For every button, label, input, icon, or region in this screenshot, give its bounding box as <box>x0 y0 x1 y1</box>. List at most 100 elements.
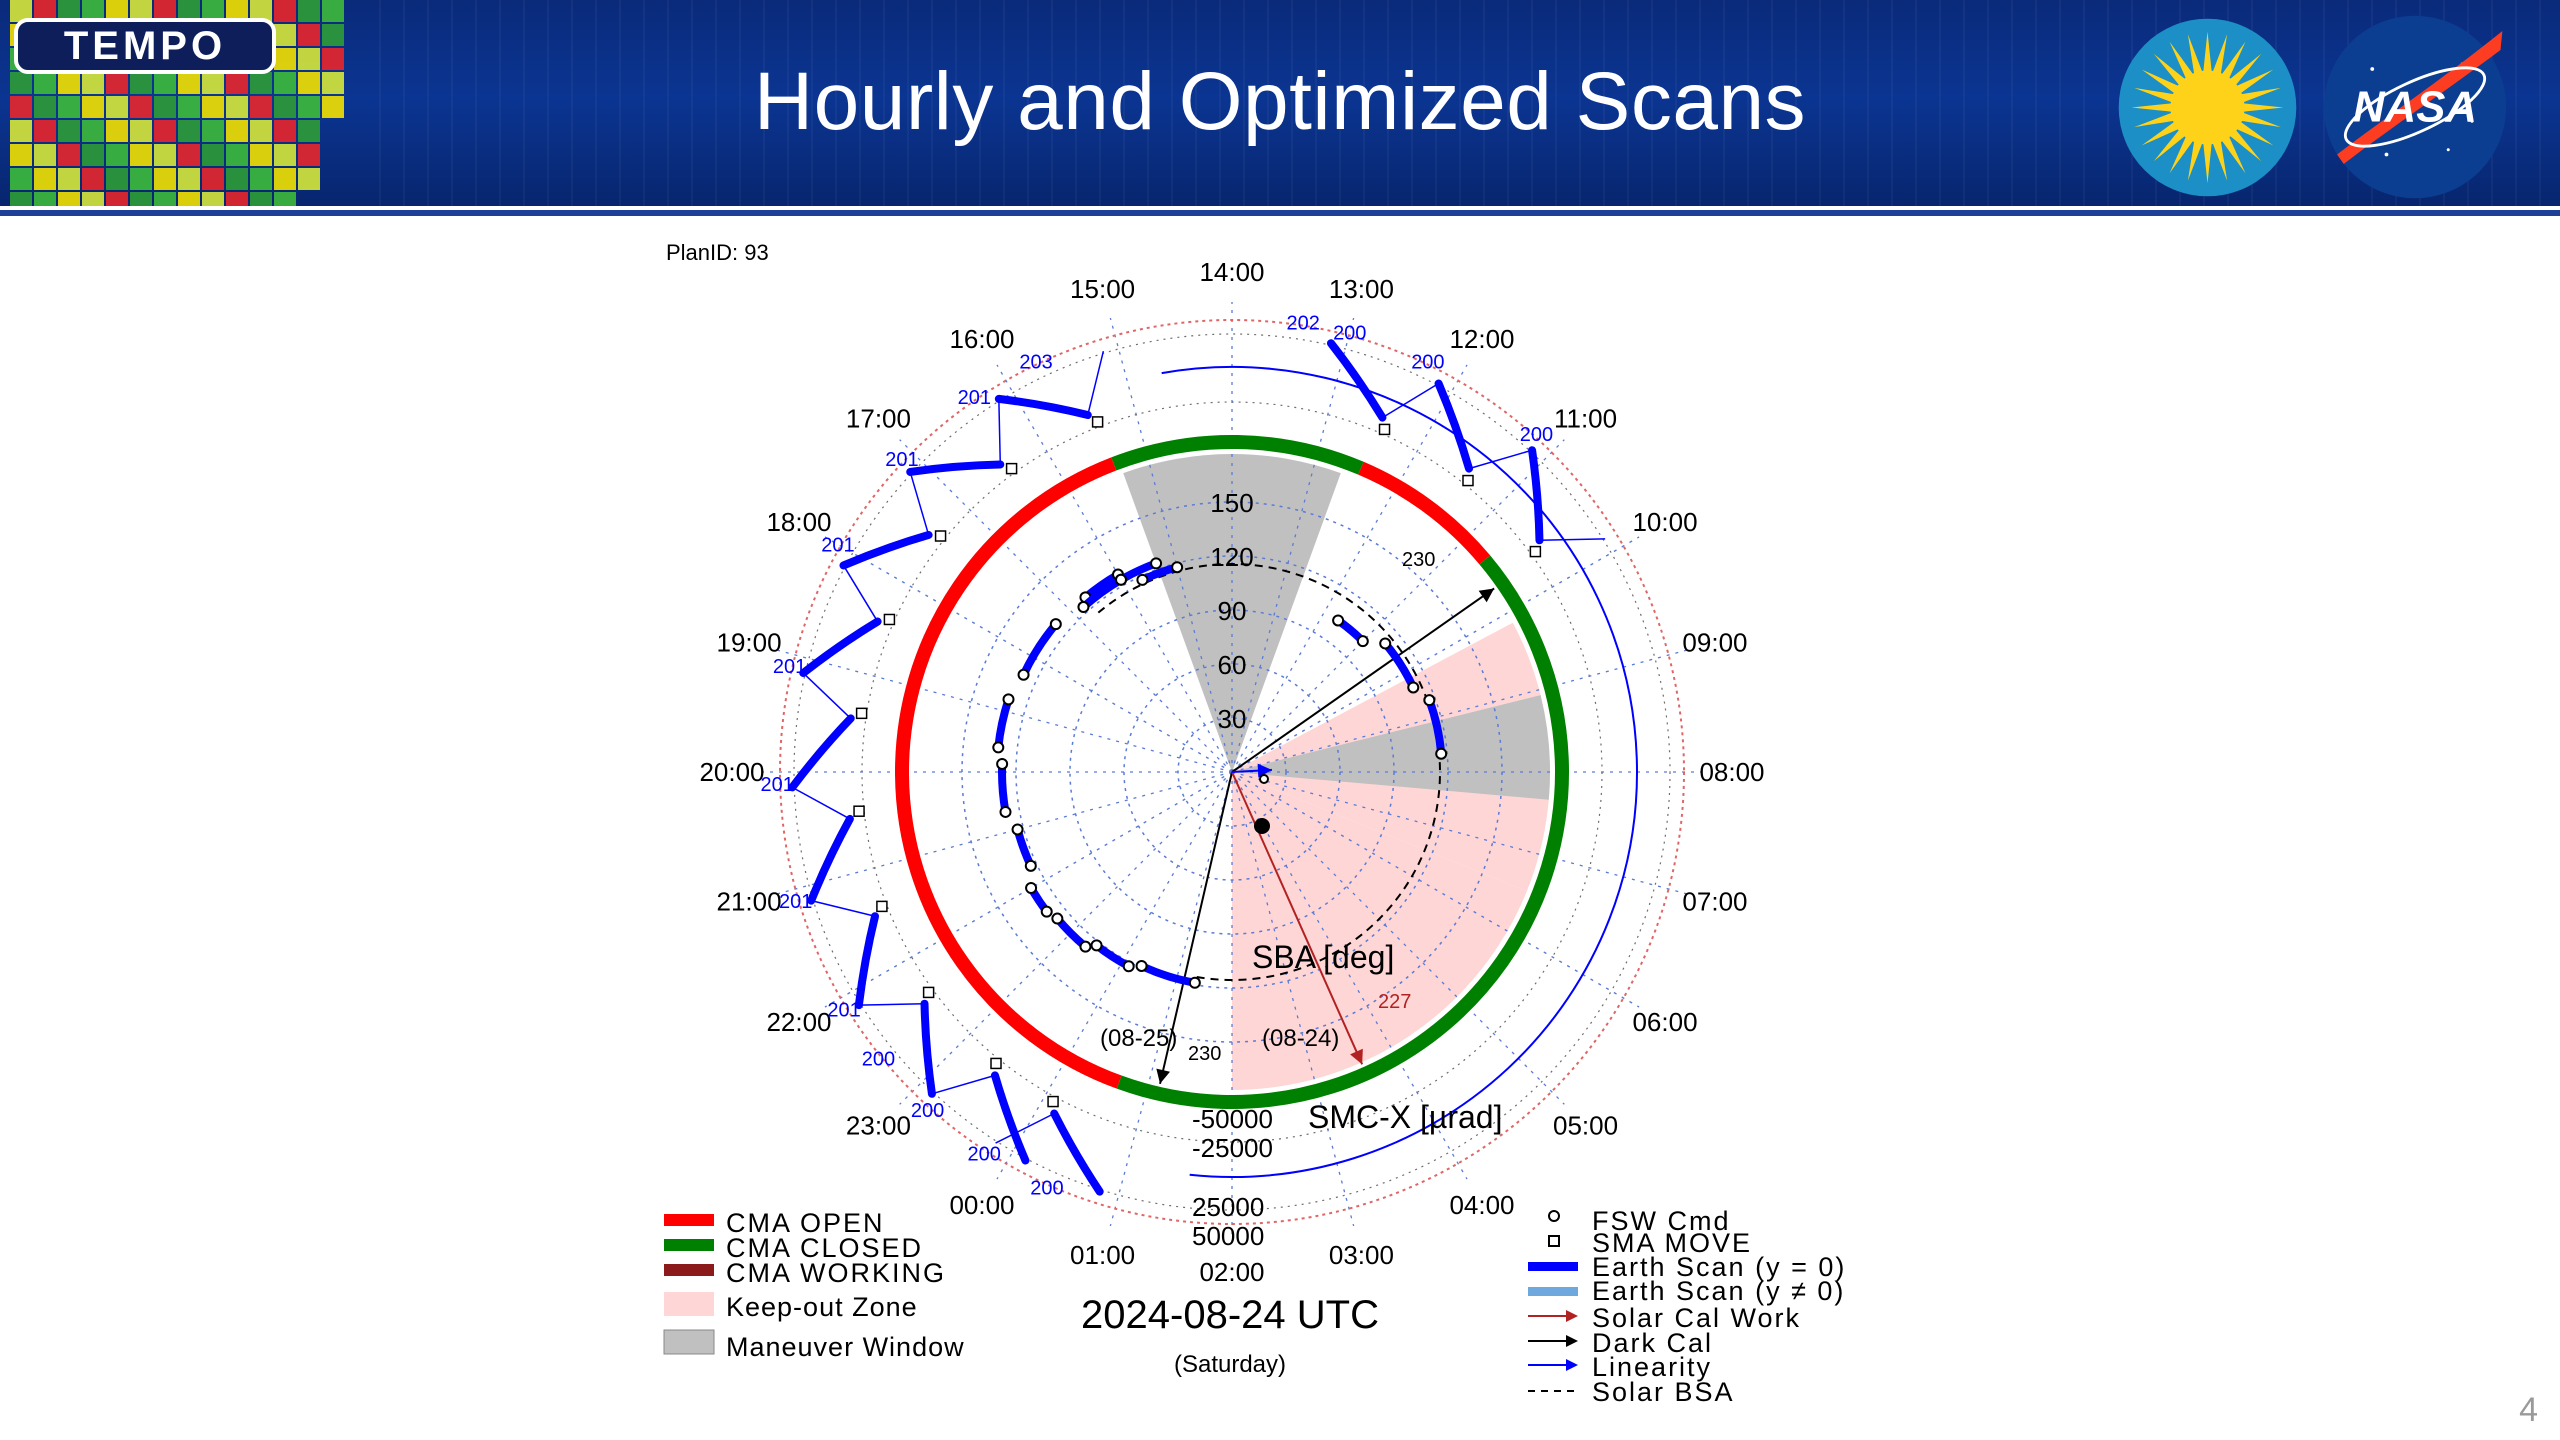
scan-value-label: 200 <box>1520 424 1553 446</box>
scan-value-label: 200 <box>911 1100 944 1122</box>
legend-symbol-earth-scan <box>1528 1262 1578 1271</box>
header-map-tile <box>58 0 80 22</box>
fsw-cmd-marker <box>1171 561 1184 574</box>
tempo-logo: TEMPO <box>14 18 276 74</box>
fsw-cmd-marker <box>996 757 1009 770</box>
smc-tick-label: 25000 <box>1192 1192 1264 1222</box>
hour-label: 06:00 <box>1632 1007 1697 1037</box>
fsw-cmd-marker <box>1025 882 1038 894</box>
header-map-tile <box>154 120 176 142</box>
header-map-tile <box>82 120 104 142</box>
header-map-tile <box>274 48 296 70</box>
polar-grid-spoke <box>1231 439 1565 773</box>
scan-return-line <box>791 786 851 820</box>
polar-grid-spoke <box>777 771 1233 895</box>
scan-return-line <box>1087 351 1105 416</box>
header-map-tile <box>106 144 128 166</box>
hour-label: 20:00 <box>699 757 764 787</box>
header-map-tile <box>202 120 224 142</box>
scan-value-label: 200 <box>862 1048 895 1070</box>
legend-symbol-sma-move <box>1548 1235 1560 1247</box>
scan-value-label: 202 <box>1286 313 1319 335</box>
hour-label: 15:00 <box>1070 274 1135 304</box>
sma-move-marker <box>922 986 935 999</box>
hour-label: 14:00 <box>1199 257 1264 287</box>
sun-ray <box>2131 103 2173 112</box>
earth-scan-outer <box>1326 339 1387 422</box>
polar-grid-spoke <box>1231 771 1687 895</box>
fsw-cmd-marker <box>1115 573 1127 586</box>
earth-scan-inner <box>994 695 1013 752</box>
sma-move-marker <box>1091 416 1104 428</box>
sma-move-marker <box>1378 423 1391 436</box>
polar-grid-spoke <box>996 771 1233 1180</box>
dark-cal-arrow <box>1159 771 1233 1085</box>
header-map-tile <box>34 0 56 22</box>
legend-label: Earth Scan (y = 0) <box>1592 1252 1846 1282</box>
cma-open-arc <box>895 457 1122 1089</box>
header-map-tile <box>202 96 224 118</box>
cma-closed-arc <box>1116 555 1569 1109</box>
earth-scan-outer <box>807 814 854 905</box>
earth-scan-outer <box>920 999 936 1098</box>
scan-value-label: 200 <box>1411 351 1444 373</box>
header-map-tile <box>106 120 128 142</box>
fsw-cmd-marker <box>1188 976 1201 989</box>
sma-move-marker <box>990 1057 1002 1070</box>
header-map-tile <box>34 168 56 190</box>
header-map-tile <box>226 120 248 142</box>
fsw-cmd-marker <box>1135 959 1148 972</box>
sun-ray <box>2134 112 2175 128</box>
fsw-cmd-marker <box>1150 557 1163 570</box>
smc-tick-label: -50000 <box>1192 1104 1273 1134</box>
maneuver-window <box>1232 695 1551 800</box>
sun-ray <box>2169 41 2194 80</box>
header-map-tile <box>298 96 320 118</box>
sun-ray <box>2229 53 2262 86</box>
arrowhead-icon <box>1156 1068 1170 1084</box>
smc-axis-label: SMC-X [µrad] <box>1308 1099 1502 1135</box>
scan-return-line <box>842 565 879 622</box>
sun-ray <box>2235 121 2274 146</box>
fsw-cmd-marker <box>1379 637 1392 650</box>
hour-label: 04:00 <box>1449 1190 1514 1220</box>
sma-move-marker <box>883 613 896 626</box>
sma-move-marker <box>934 530 947 542</box>
scan-return-line <box>931 1074 996 1095</box>
legend-label: CMA OPEN <box>726 1208 885 1238</box>
sun-ray <box>2134 87 2175 103</box>
hour-label: 02:00 <box>1199 1257 1264 1287</box>
scan-return-line <box>998 398 1002 465</box>
header-map-tile <box>154 0 176 22</box>
scan-value-label: 200 <box>968 1144 1001 1166</box>
fsw-cmd-marker <box>1423 694 1436 707</box>
header-map-tile <box>250 120 272 142</box>
header-map-tile <box>154 144 176 166</box>
hour-label: 19:00 <box>716 628 781 658</box>
scan-value-label: 203 <box>1019 351 1052 373</box>
arrowhead-icon <box>1350 1048 1363 1065</box>
header-map-tile <box>202 168 224 190</box>
plan-id-label: PlanID: 93 <box>666 240 769 265</box>
hour-label: 22:00 <box>766 1007 831 1037</box>
header-map-tile <box>58 120 80 142</box>
polar-grid-spoke <box>899 771 1233 1105</box>
arrowhead-icon <box>1566 1359 1578 1371</box>
polar-grid-spoke <box>899 439 1233 773</box>
header-map-tile <box>106 168 128 190</box>
dark-cal-label-bottom: 230 <box>1188 1043 1221 1065</box>
header-map-tile <box>10 0 32 22</box>
header-map-tile <box>226 0 248 22</box>
hour-label: 05:00 <box>1553 1111 1618 1141</box>
fsw-cmd-marker <box>1079 940 1092 953</box>
header-map-tile <box>250 0 272 22</box>
header-map-tile <box>130 72 152 94</box>
earth-scan-outer <box>906 460 1005 476</box>
header-map-tile <box>82 144 104 166</box>
polar-grid-spoke <box>1231 771 1468 1180</box>
legend-label: Solar Cal Work <box>1592 1303 1801 1333</box>
polar-grid-spoke <box>1109 317 1233 773</box>
header-map-tile <box>178 144 200 166</box>
hour-label: 16:00 <box>949 324 1014 354</box>
scan-return-line <box>1382 382 1439 419</box>
